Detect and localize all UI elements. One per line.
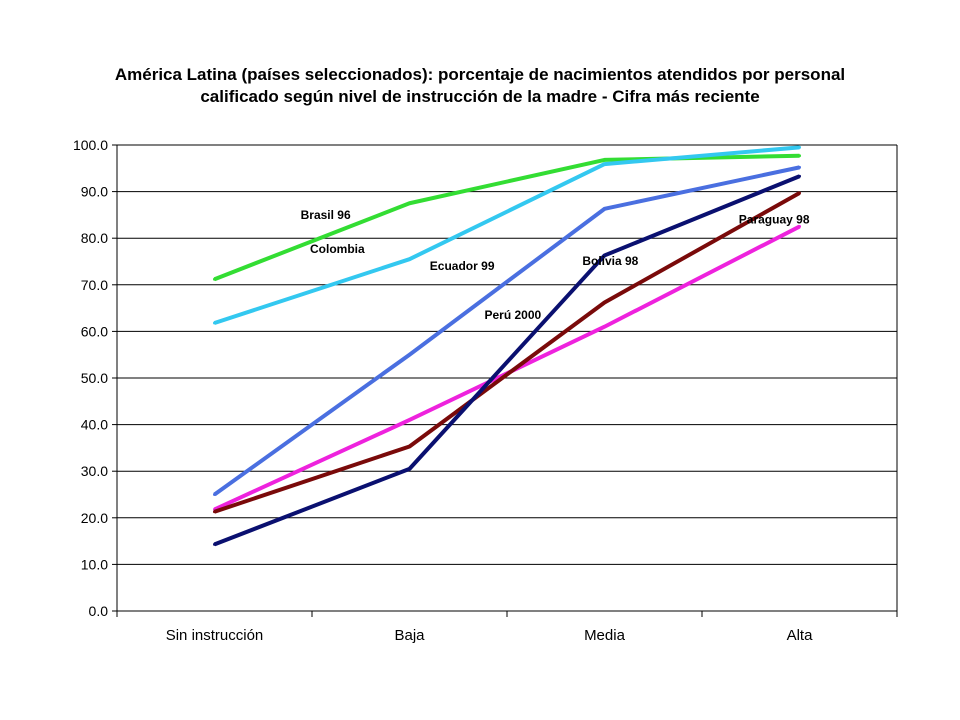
data-point (798, 191, 801, 195)
data-point (213, 277, 216, 281)
axes: 0.0 10.0 20.0 30.0 40.0 50.0 60.0 70.0 80.0 90.0 1… (73, 137, 898, 644)
chart-title-line-1: América Latina (países seleccionados): p… (114, 65, 846, 84)
series-line (213, 174, 801, 547)
series-lines (213, 145, 801, 547)
data-point (798, 174, 801, 178)
series-annotation: Colombia (310, 242, 365, 256)
series-annotation: Paraguay 98 (739, 212, 810, 226)
data-point (798, 145, 801, 149)
series-line (213, 153, 800, 282)
chart-title: América Latina (países seleccionados): p… (0, 64, 960, 108)
y-tick-label: 20.0 (81, 510, 108, 526)
series-line (213, 191, 801, 514)
data-point (408, 353, 411, 357)
series-annotation: Bolivia 98 (582, 254, 638, 268)
series-annotation: Brasil 96 (301, 208, 351, 222)
data-point (408, 257, 411, 261)
y-tick-label: 100.0 (73, 137, 108, 153)
y-tick-label: 50.0 (81, 370, 108, 386)
series-line (213, 145, 800, 325)
data-point (408, 418, 411, 422)
annotations: Brasil 96 Colombia Ecuador 99 Perú 2000 Boli… (301, 208, 810, 322)
data-point (408, 445, 411, 449)
series-annotation: Perú 2000 (484, 308, 541, 322)
data-point (798, 165, 801, 169)
data-point (213, 321, 216, 325)
series-line (213, 165, 800, 497)
data-point (603, 162, 606, 166)
data-point (603, 301, 606, 305)
data-point (798, 154, 801, 158)
data-point (603, 325, 606, 329)
series-line (213, 224, 801, 512)
y-tick-label: 10.0 (81, 556, 108, 572)
x-tick-label: Media (584, 627, 626, 644)
series-annotation: Ecuador 99 (430, 259, 495, 273)
data-point (213, 510, 216, 514)
data-point (408, 467, 411, 471)
data-point (213, 493, 216, 496)
data-point (603, 158, 606, 162)
x-tick-label: Baja (394, 627, 425, 644)
y-tick-label: 60.0 (81, 323, 108, 339)
data-point (798, 225, 801, 229)
data-point (408, 201, 411, 205)
x-tick-label: Alta (787, 627, 814, 644)
y-tick-label: 40.0 (81, 417, 108, 433)
y-tick-label: 80.0 (81, 230, 108, 246)
y-tick-label: 0.0 (89, 603, 109, 619)
data-point (603, 207, 606, 211)
data-point (213, 542, 216, 546)
y-tick-label: 90.0 (81, 184, 108, 200)
x-tick-label: Sin instrucción (166, 627, 264, 644)
y-tick-label: 70.0 (81, 277, 108, 293)
y-tick-label: 30.0 (81, 463, 108, 479)
data-point (603, 253, 606, 257)
chart-title-line-2: calificado según nivel de instrucción de… (200, 87, 760, 106)
